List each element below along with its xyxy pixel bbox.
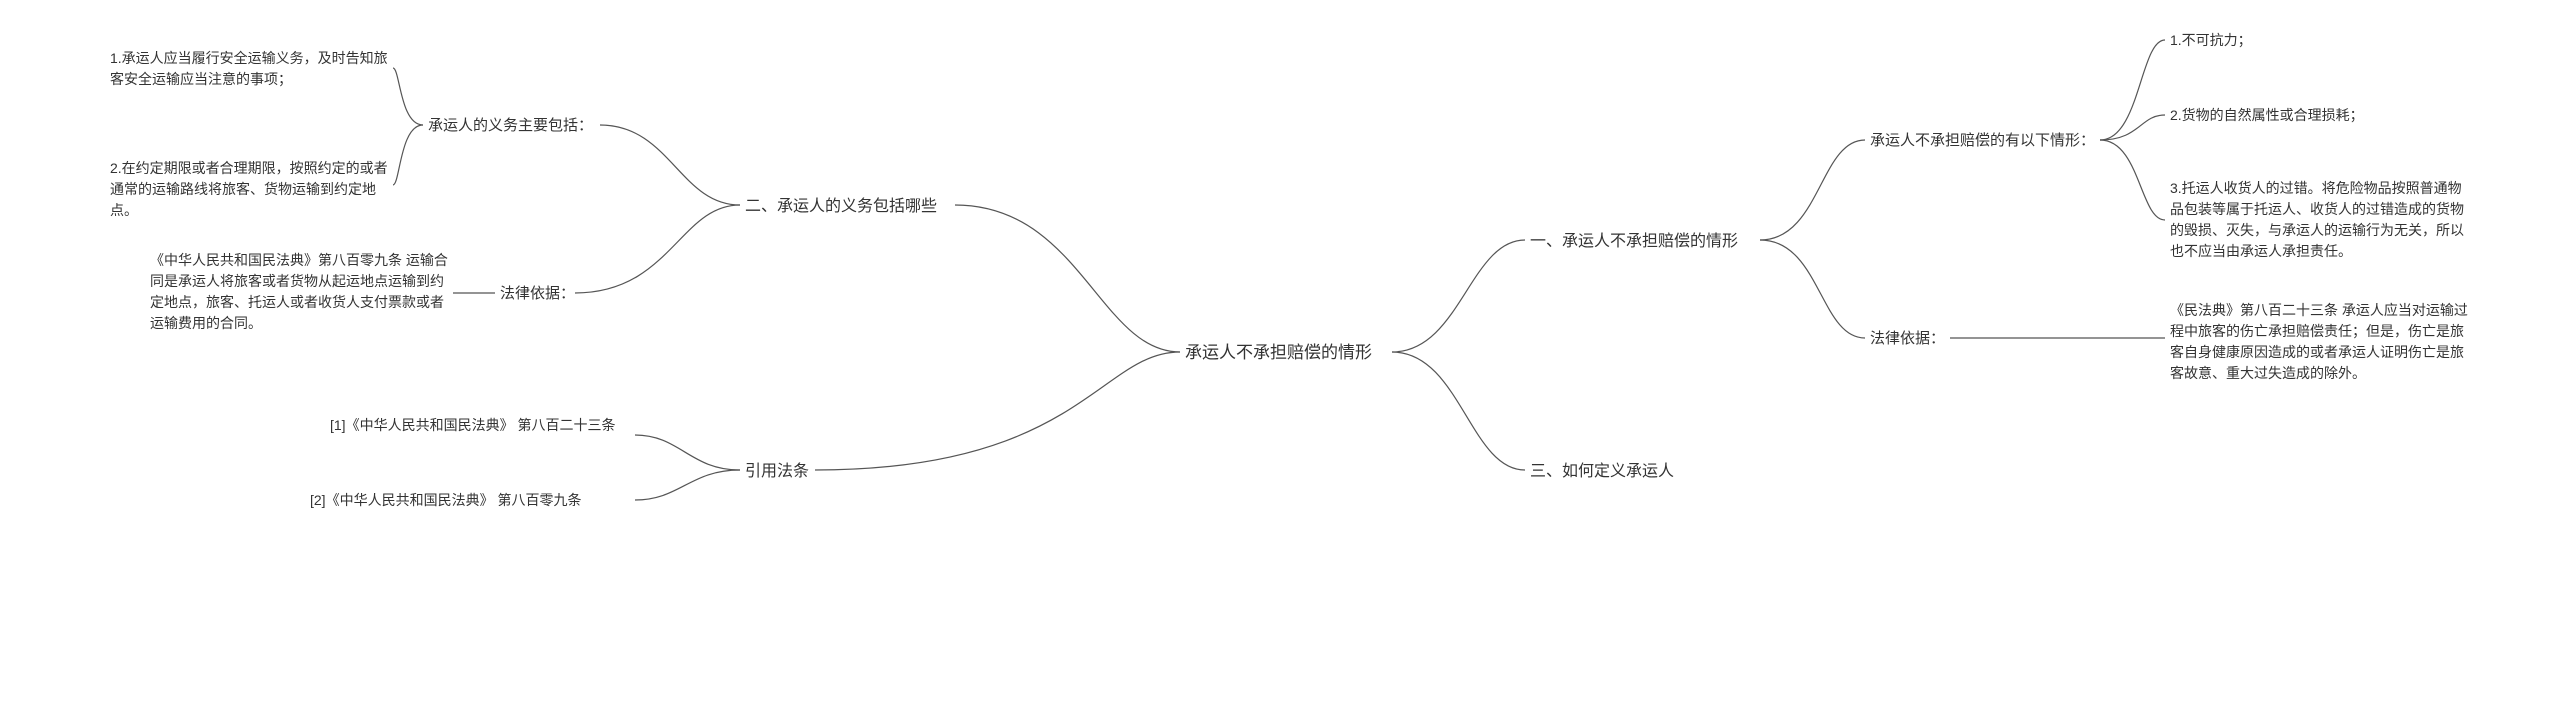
sub-r1-1: 承运人不承担赔偿的有以下情形： (1870, 130, 2095, 153)
leaf-r1-1-1: 1.不可抗力； (2170, 30, 2450, 51)
leaf-l2-1-2: 2.在约定期限或者合理期限，按照约定的或者通常的运输路线将旅客、货物运输到约定地… (110, 158, 390, 221)
branch-r3: 三、如何定义承运人 (1530, 460, 1674, 484)
leaf-l2-2-1: 《中华人民共和国民法典》第八百零九条 运输合同是承运人将旅客或者货物从起运地点运… (150, 250, 450, 334)
sub-l2-2: 法律依据： (500, 283, 575, 306)
leaf-r1-1-3: 3.托运人收货人的过错。将危险物品按照普通物品包装等属于托运人、收货人的过错造成… (2170, 178, 2470, 262)
leaf-r1-2-1: 《民法典》第八百二十三条 承运人应当对运输过程中旅客的伤亡承担赔偿责任；但是，伤… (2170, 300, 2470, 384)
leaf-l4-1: [1]《中华人民共和国民法典》 第八百二十三条 (330, 415, 630, 436)
sub-l2-1: 承运人的义务主要包括： (428, 115, 593, 138)
leaf-l4-2: [2]《中华人民共和国民法典》 第八百零九条 (310, 490, 630, 511)
leaf-r1-1-2: 2.货物的自然属性或合理损耗； (2170, 105, 2450, 126)
root-node: 承运人不承担赔偿的情形 (1185, 340, 1372, 366)
leaf-l2-1-1: 1.承运人应当履行安全运输义务，及时告知旅客安全运输应当注意的事项； (110, 48, 390, 90)
branch-r1: 一、承运人不承担赔偿的情形 (1530, 230, 1738, 254)
branch-l2: 二、承运人的义务包括哪些 (745, 195, 937, 219)
branch-l4: 引用法条 (745, 460, 809, 484)
sub-r1-2: 法律依据： (1870, 328, 1945, 351)
